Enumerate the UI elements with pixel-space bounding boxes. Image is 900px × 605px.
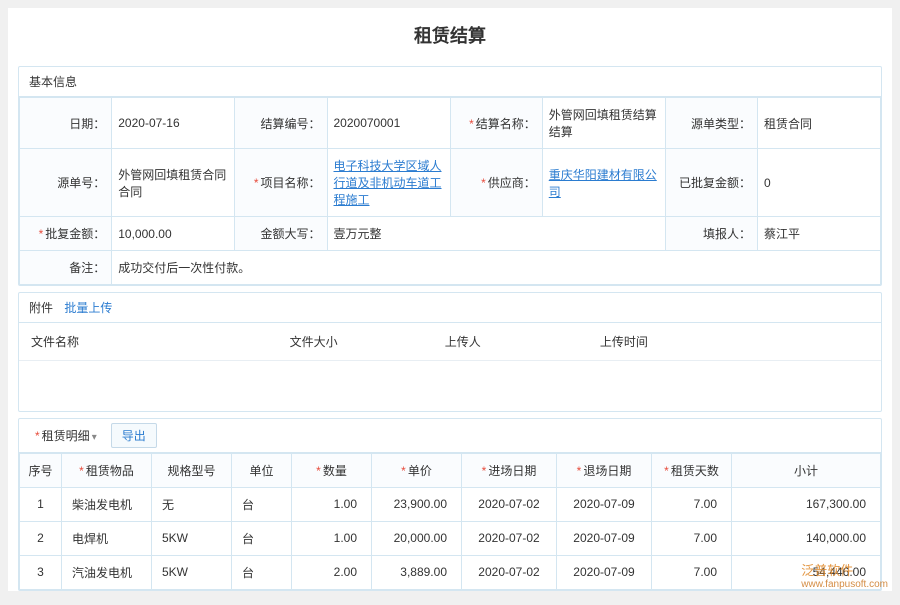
label-src-type: 源单类型： [665, 98, 757, 149]
col-qty: *数量 [292, 453, 372, 487]
detail-header: *租赁明细▾ 导出 [19, 419, 881, 453]
attachment-title: 附件 [29, 301, 53, 315]
cell-price: 3,889.00 [372, 555, 462, 589]
cell-unit: 台 [232, 555, 292, 589]
col-spec: 规格型号 [152, 453, 232, 487]
value-approve-amt: 10,000.00 [112, 217, 235, 251]
col-upload-time: 上传时间 [588, 323, 881, 361]
value-amt-cn: 壹万元整 [327, 217, 665, 251]
table-row: 1柴油发电机无台1.0023,900.002020-07-022020-07-0… [20, 487, 881, 521]
label-src-no: 源单号： [20, 149, 112, 217]
cell-item: 柴油发电机 [62, 487, 152, 521]
label-remark: 备注： [20, 251, 112, 285]
cell-out-date: 2020-07-09 [557, 521, 652, 555]
cell-in-date: 2020-07-02 [462, 555, 557, 589]
value-settle-no: 2020070001 [327, 98, 450, 149]
cell-qty: 1.00 [292, 487, 372, 521]
label-settle-no: 结算编号： [235, 98, 327, 149]
cell-idx: 2 [20, 521, 62, 555]
cell-days: 7.00 [652, 487, 732, 521]
cell-idx: 1 [20, 487, 62, 521]
cell-item: 汽油发电机 [62, 555, 152, 589]
label-supplier: *供应商： [450, 149, 542, 217]
label-approved-amt: 已批复金额： [665, 149, 757, 217]
batch-upload-button[interactable]: 批量上传 [64, 301, 112, 315]
col-days: *租赁天数 [652, 453, 732, 487]
supplier-link[interactable]: 重庆华阳建材有限公司 [549, 168, 657, 199]
value-project: 电子科技大学区域人行道及非机动车道工程施工 [327, 149, 450, 217]
detail-panel: *租赁明细▾ 导出 序号 *租赁物品 规格型号 单位 *数量 *单价 *进场日期… [18, 418, 882, 591]
col-subtotal: 小计 [732, 453, 881, 487]
cell-item: 电焊机 [62, 521, 152, 555]
label-project: *项目名称： [235, 149, 327, 217]
cell-out-date: 2020-07-09 [557, 555, 652, 589]
cell-subtotal: 167,300.00 [732, 487, 881, 521]
col-unit: 单位 [232, 453, 292, 487]
basic-info-table: 日期： 2020-07-16 结算编号： 2020070001 *结算名称： 外… [19, 97, 881, 285]
cell-price: 20,000.00 [372, 521, 462, 555]
attachment-table: 文件名称 文件大小 上传人 上传时间 [19, 323, 881, 411]
col-item: *租赁物品 [62, 453, 152, 487]
cell-in-date: 2020-07-02 [462, 521, 557, 555]
col-file-size: 文件大小 [278, 323, 433, 361]
value-src-type: 租赁合同 [758, 98, 881, 149]
cell-qty: 2.00 [292, 555, 372, 589]
export-button[interactable]: 导出 [111, 423, 157, 448]
label-date: 日期： [20, 98, 112, 149]
col-idx: 序号 [20, 453, 62, 487]
label-amt-cn: 金额大写： [235, 217, 327, 251]
cell-subtotal: 54,446.00 [732, 555, 881, 589]
col-uploader: 上传人 [433, 323, 588, 361]
project-link[interactable]: 电子科技大学区域人行道及非机动车道工程施工 [334, 159, 442, 207]
label-settle-name: *结算名称： [450, 98, 542, 149]
cell-price: 23,900.00 [372, 487, 462, 521]
label-filler: 填报人： [665, 217, 757, 251]
page-container: 租赁结算 基本信息 日期： 2020-07-16 结算编号： 202007000… [8, 8, 892, 591]
cell-spec: 5KW [152, 521, 232, 555]
chevron-down-icon: ▾ [92, 432, 97, 443]
col-out-date: *退场日期 [557, 453, 652, 487]
cell-days: 7.00 [652, 521, 732, 555]
cell-in-date: 2020-07-02 [462, 487, 557, 521]
cell-unit: 台 [232, 487, 292, 521]
value-filler: 蔡江平 [758, 217, 881, 251]
cell-spec: 无 [152, 487, 232, 521]
col-file-name: 文件名称 [19, 323, 278, 361]
page-title: 租赁结算 [8, 8, 892, 60]
value-date: 2020-07-16 [112, 98, 235, 149]
basic-info-panel: 基本信息 日期： 2020-07-16 结算编号： 2020070001 *结算… [18, 66, 882, 286]
cell-unit: 台 [232, 521, 292, 555]
value-src-no: 外管网回填租赁合同合同 [112, 149, 235, 217]
detail-tab[interactable]: *租赁明细▾ [29, 423, 103, 448]
value-supplier: 重庆华阳建材有限公司 [542, 149, 665, 217]
cell-subtotal: 140,000.00 [732, 521, 881, 555]
attachment-empty [19, 361, 881, 411]
value-settle-name: 外管网回填租赁结算结算 [542, 98, 665, 149]
attachment-panel: 附件 批量上传 文件名称 文件大小 上传人 上传时间 [18, 292, 882, 412]
cell-qty: 1.00 [292, 521, 372, 555]
cell-spec: 5KW [152, 555, 232, 589]
col-price: *单价 [372, 453, 462, 487]
value-remark: 成功交付后一次性付款。 [112, 251, 881, 285]
detail-table: 序号 *租赁物品 规格型号 单位 *数量 *单价 *进场日期 *退场日期 *租赁… [19, 453, 881, 590]
attachment-header: 附件 批量上传 [19, 293, 881, 323]
cell-idx: 3 [20, 555, 62, 589]
label-approve-amt: *批复金额： [20, 217, 112, 251]
cell-days: 7.00 [652, 555, 732, 589]
cell-out-date: 2020-07-09 [557, 487, 652, 521]
table-row: 3汽油发电机5KW台2.003,889.002020-07-022020-07-… [20, 555, 881, 589]
col-in-date: *进场日期 [462, 453, 557, 487]
basic-info-header: 基本信息 [19, 67, 881, 97]
table-row: 2电焊机5KW台1.0020,000.002020-07-022020-07-0… [20, 521, 881, 555]
value-approved-amt: 0 [758, 149, 881, 217]
